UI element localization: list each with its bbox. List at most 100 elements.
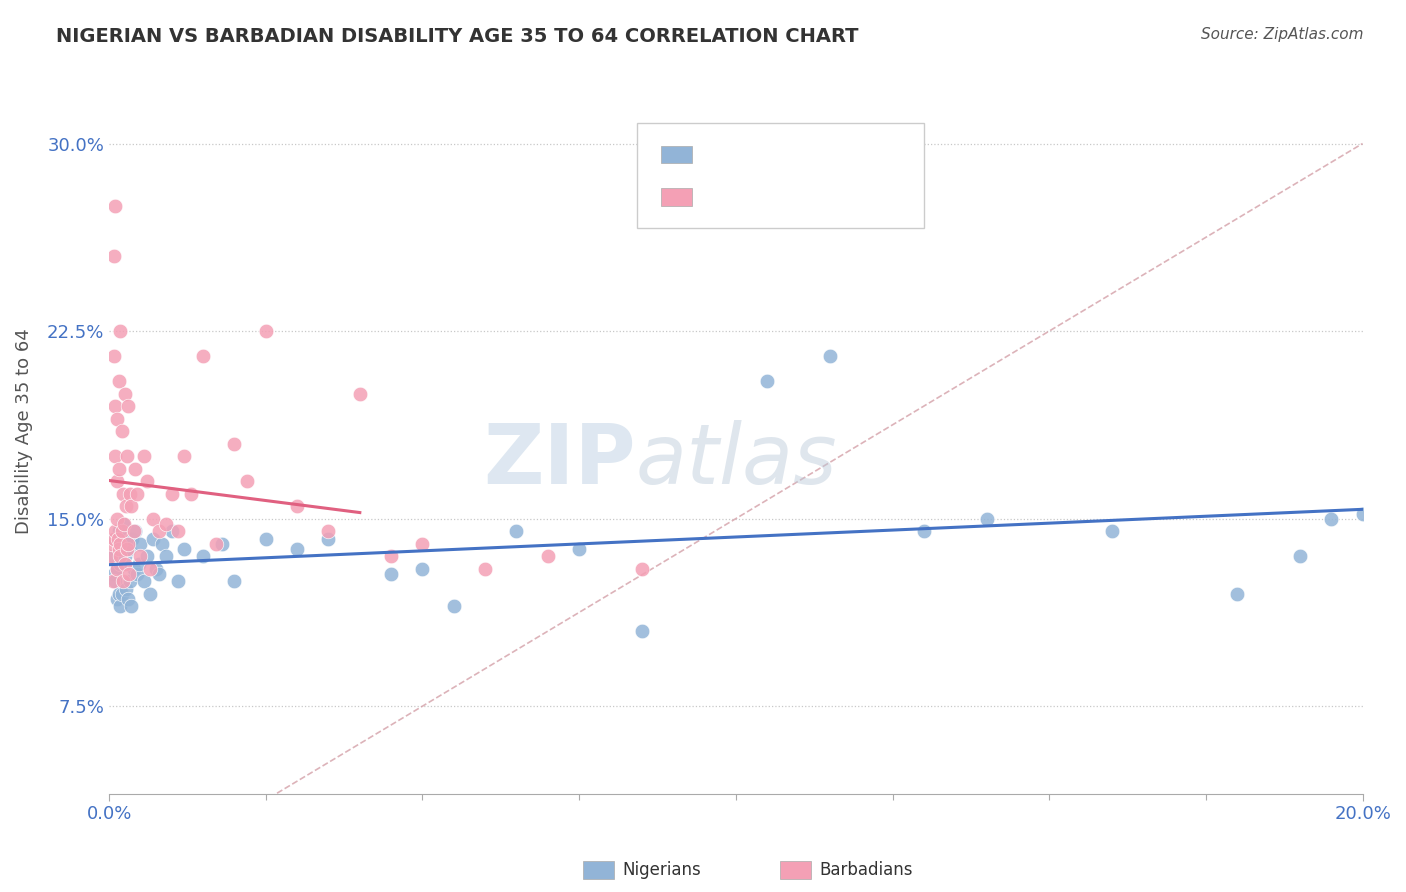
Point (191, 549, 214, 563)
Point (103, 532, 125, 546)
Point (254, 532, 277, 546)
Text: N =: N = (814, 187, 869, 206)
Point (121, 532, 143, 546)
Point (105, 511, 128, 525)
Text: 57: 57 (866, 145, 890, 164)
Point (180, 486, 202, 500)
Point (107, 532, 129, 546)
Point (110, 599, 132, 614)
Point (148, 566, 170, 581)
Point (104, 574, 127, 588)
Point (135, 474, 157, 488)
Text: Source: ZipAtlas.com: Source: ZipAtlas.com (1201, 27, 1364, 42)
Point (132, 574, 155, 588)
Point (254, 324, 277, 338)
Point (1226, 587, 1249, 601)
Point (115, 541, 138, 556)
Point (118, 566, 141, 581)
Point (630, 561, 652, 575)
Point (155, 516, 177, 531)
Point (107, 541, 129, 556)
Point (132, 449, 155, 463)
Point (105, 561, 128, 575)
Text: R =: R = (703, 187, 744, 206)
Point (349, 386, 371, 401)
Point (103, 349, 125, 363)
Point (115, 536, 138, 550)
Point (443, 599, 465, 614)
Point (129, 536, 152, 550)
Point (191, 349, 214, 363)
Point (107, 374, 129, 388)
Point (114, 557, 136, 571)
Point (411, 536, 433, 550)
Text: Nigerians: Nigerians (623, 861, 702, 879)
Point (818, 349, 841, 363)
Point (380, 566, 402, 581)
Point (107, 524, 129, 538)
Point (285, 499, 308, 513)
Point (124, 524, 146, 538)
Point (117, 536, 139, 550)
Point (142, 532, 165, 546)
Point (173, 541, 195, 556)
Point (111, 587, 134, 601)
Point (411, 561, 433, 575)
Point (115, 449, 138, 463)
Point (117, 399, 139, 413)
Text: N =: N = (814, 145, 869, 164)
Point (103, 532, 125, 546)
Text: atlas: atlas (636, 419, 837, 500)
Point (103, 249, 125, 263)
Point (114, 549, 136, 563)
Point (976, 511, 998, 525)
Point (101, 536, 124, 550)
Y-axis label: Disability Age 35 to 64: Disability Age 35 to 64 (15, 328, 32, 534)
Point (145, 561, 167, 575)
Point (537, 549, 560, 563)
Point (1289, 549, 1312, 563)
Point (1351, 507, 1374, 521)
Point (127, 486, 149, 500)
Point (104, 399, 127, 413)
Text: 0.321: 0.321 (751, 187, 804, 206)
Point (117, 591, 139, 606)
Point (285, 541, 308, 556)
Point (118, 574, 141, 588)
Point (318, 532, 340, 546)
Point (124, 461, 146, 475)
Point (105, 561, 128, 575)
Point (912, 524, 935, 538)
Text: ZIP: ZIP (484, 419, 636, 500)
Point (236, 474, 259, 488)
Point (112, 516, 135, 531)
Point (105, 411, 128, 425)
Point (127, 566, 149, 581)
Point (104, 449, 127, 463)
Text: R =: R = (703, 145, 744, 164)
Point (115, 499, 138, 513)
Point (224, 436, 246, 450)
Point (204, 536, 226, 550)
Text: 63: 63 (866, 187, 890, 206)
Point (111, 424, 134, 438)
Point (105, 474, 128, 488)
Point (155, 549, 177, 563)
Point (120, 599, 142, 614)
Point (756, 374, 779, 388)
Point (108, 557, 131, 571)
Point (318, 524, 340, 538)
Point (167, 574, 190, 588)
Point (122, 524, 145, 538)
Text: 0.135: 0.135 (751, 145, 804, 164)
Point (105, 591, 128, 606)
Point (1101, 524, 1123, 538)
Point (167, 524, 190, 538)
Point (101, 574, 124, 588)
Point (474, 561, 496, 575)
Point (142, 511, 165, 525)
Point (224, 574, 246, 588)
Point (1320, 511, 1343, 525)
Point (135, 549, 157, 563)
Point (568, 541, 591, 556)
